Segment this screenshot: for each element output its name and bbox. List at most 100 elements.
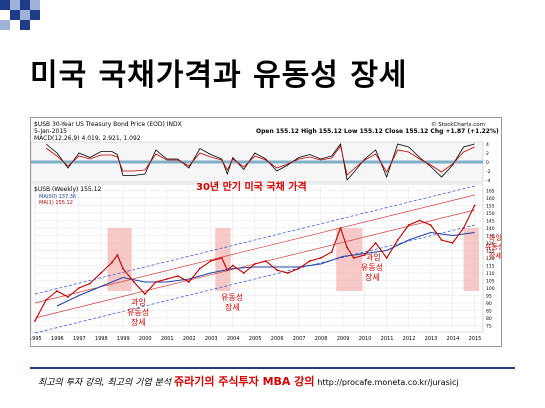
ma50-legend: MA(50) 137.36 [39, 194, 76, 200]
price-point [116, 254, 119, 256]
deco-square-6 [20, 10, 30, 20]
chart-symbol-desc: $USB 30-Year US Treasury Bond Price (EOD… [34, 121, 182, 128]
annotation-z3-a: 과잉 [366, 252, 381, 262]
macd-legend: MACD(12,26,9) 4.019, 2.921, 1.092 [34, 135, 141, 142]
price-point [67, 296, 69, 298]
y-tick-label: 110 [486, 271, 495, 277]
y-tick-label: 100 [486, 286, 495, 292]
price-point [111, 261, 113, 264]
price-point [308, 260, 311, 262]
y-tick-label: 125 [486, 249, 495, 255]
deco-square-2 [10, 0, 20, 10]
price-point [122, 267, 124, 270]
x-tick-label: 2004 [227, 336, 240, 342]
chart-credit: © StockCharts.com [431, 121, 485, 128]
macd-tick-label: -4 [486, 178, 491, 184]
deco-square-7 [0, 20, 10, 30]
x-tick-label: 2002 [183, 336, 196, 342]
macd-tick-label: -2 [486, 169, 491, 175]
x-tick-label: 2015 [469, 336, 482, 342]
x-tick-label: 2012 [403, 336, 416, 342]
price-point [339, 227, 342, 229]
y-tick-label: 145 [486, 219, 495, 225]
x-tick-label: 2008 [315, 336, 328, 342]
annotation-z4-b: 유동성 [485, 242, 501, 251]
x-tick-label: 1995 [31, 336, 42, 342]
price-point [198, 267, 201, 270]
x-tick-label: 2013 [425, 336, 438, 342]
footer-left: 최고의 투자 강의, 최고의 기업 분석 [38, 378, 172, 388]
price-point [418, 219, 421, 222]
deco-square-9 [30, 10, 40, 20]
price-point [78, 287, 80, 289]
x-tick-label: 1996 [51, 336, 64, 342]
x-tick-label: 2000 [139, 336, 152, 342]
price-point [226, 269, 229, 271]
price-point [176, 275, 179, 277]
y-tick-label: 85 [486, 309, 492, 315]
price-point [242, 272, 245, 274]
price-point [56, 290, 58, 292]
price-point [346, 246, 349, 249]
price-point [34, 320, 36, 322]
annotation-main: 30년 만기 미국 국채 가격 [196, 180, 307, 193]
price-legend: $USB (Weekly) 155.12 [34, 186, 101, 193]
macd-signal-line [45, 145, 475, 176]
channel-line [34, 194, 475, 304]
footer-url[interactable]: http://procafe.moneta.co.kr/jurasicj [317, 378, 459, 387]
price-point [231, 264, 234, 267]
deco-square-5 [10, 10, 20, 20]
price-line [34, 205, 476, 322]
price-point [275, 269, 278, 271]
price-point [352, 257, 355, 259]
y-tick-label: 95 [486, 294, 492, 300]
y-tick-label: 150 [486, 211, 495, 217]
price-point [144, 293, 146, 295]
price-point [154, 281, 157, 283]
footer-brand: 쥬라기의 주식투자 MBA 강의 [173, 375, 315, 388]
x-tick-label: 1999 [117, 336, 130, 342]
macd-line [45, 143, 475, 181]
deco-square-3 [20, 0, 30, 10]
macd-tick-label: 2 [486, 151, 489, 157]
x-tick-label: 2007 [293, 336, 306, 342]
x-tick-label: 1997 [73, 336, 86, 342]
y-tick-label: 160 [486, 196, 495, 202]
x-tick-label: 2010 [359, 336, 372, 342]
price-point [89, 282, 91, 285]
deco-square-1 [0, 0, 10, 10]
stock-chart: $USB 30-Year US Treasury Bond Price (EOD… [29, 117, 504, 347]
annotation-z4-c: 장세 [489, 251, 501, 260]
x-tick-label: 1998 [95, 336, 108, 342]
x-tick-label: 2001 [161, 336, 174, 342]
shaded-period [336, 228, 363, 291]
x-tick-label: 2006 [271, 336, 284, 342]
price-point [45, 299, 47, 301]
chart-canvas: $USB 30-Year US Treasury Bond Price (EOD… [29, 118, 504, 342]
y-tick-label: 140 [486, 226, 495, 232]
y-tick-label: 120 [486, 256, 495, 262]
y-tick-label: 130 [486, 241, 495, 247]
chart-ohlc: Open 155.12 High 155.12 Low 155.12 Close… [256, 128, 499, 135]
price-point [209, 260, 212, 262]
price-point [440, 239, 443, 241]
x-tick-label: 2009 [337, 336, 350, 342]
price-point [187, 281, 190, 283]
price-point [330, 251, 333, 253]
annotation-z1-a: 과잉 [131, 297, 146, 307]
macd-tick-label: 0 [486, 160, 489, 166]
price-point [133, 281, 135, 283]
x-tick-label: 2011 [381, 336, 394, 342]
annotation-z2-a: 유동성 [221, 293, 243, 302]
price-point [374, 242, 377, 244]
channel-line [34, 185, 475, 295]
deco-square-8 [20, 20, 30, 30]
x-tick-label: 2014 [447, 336, 460, 342]
price-point [297, 267, 300, 270]
annotation-z3-c: 장세 [365, 272, 380, 282]
price-point [286, 272, 289, 274]
y-tick-label: 105 [486, 279, 495, 285]
deco-square-4 [30, 0, 40, 10]
price-point [319, 257, 322, 259]
y-tick-label: 75 [486, 324, 492, 330]
